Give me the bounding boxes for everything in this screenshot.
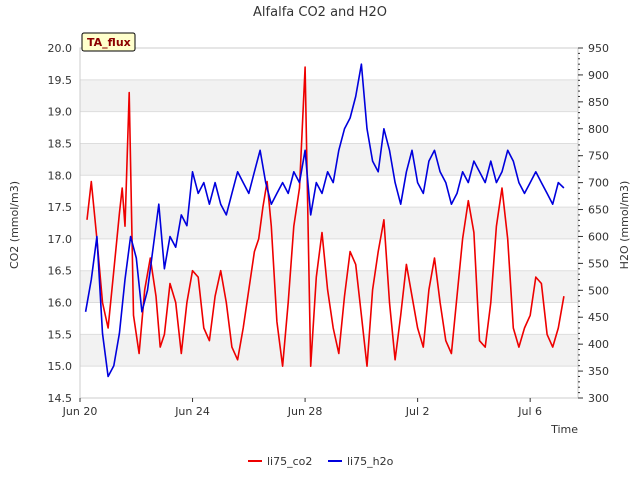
y-right-tick-label: 400: [588, 338, 609, 351]
y-left-tick-label: 18.0: [48, 169, 73, 182]
plot-bands: [80, 79, 578, 367]
y-right-tick-label: 500: [588, 284, 609, 297]
plot-band: [80, 207, 578, 239]
legend-label-li75_co2: li75_co2: [267, 455, 312, 468]
y-left-tick-label: 18.5: [48, 137, 73, 150]
chart-title: Alfalfa CO2 and H2O: [253, 5, 387, 20]
y-right-tick-label: 700: [588, 177, 609, 190]
badge: TA_flux: [81, 32, 136, 52]
x-tick-label: Jun 28: [287, 405, 323, 418]
x-tick-label: Jul 2: [405, 405, 430, 418]
x-tick-label: Jun 24: [174, 405, 210, 418]
y-left-ticks: 14.5 15.0 15.5 16.0 16.5 17.0 17.5 18.0 18.5 19.0…: [48, 42, 73, 405]
y-right-tick-label: 550: [588, 257, 609, 270]
x-ticks: Jun 20 Jun 24 Jun 28 Jul 2 Jul 6: [62, 398, 542, 418]
plot-band: [80, 334, 578, 367]
y-right-tick-label: 600: [588, 230, 609, 243]
y-right-tick-label: 850: [588, 96, 609, 109]
y-left-tick-label: 17.0: [48, 233, 73, 246]
y-right-ticks: 300 350 400 450 500 550 600 650 700 750 800 850 900 9…: [578, 42, 609, 405]
y-right-tick-label: 950: [588, 42, 609, 55]
y-left-tick-label: 16.0: [48, 297, 73, 310]
x-tick-label: Jun 20: [62, 405, 98, 418]
y-left-tick-label: 15.0: [48, 360, 73, 373]
legend: li75_co2 li75_h2o: [248, 455, 394, 468]
plot-frame: [79, 47, 579, 399]
legend-label-li75_h2o: li75_h2o: [347, 455, 394, 468]
x-axis-label: Time: [550, 423, 578, 436]
y-right-tick-label: 750: [588, 150, 609, 163]
series-line-li75_co2: [86, 66, 565, 368]
y-right-tick-label: 800: [588, 123, 609, 136]
plot-band: [80, 143, 578, 176]
y-left-label: CO2 (mmol/m3): [8, 181, 21, 269]
y-left-tick-label: 16.5: [48, 265, 73, 278]
badge-box: [81, 32, 136, 52]
y-left-tick-label: 17.5: [48, 201, 73, 214]
y-right-tick-label: 900: [588, 69, 609, 82]
y-right-tick-label: 650: [588, 204, 609, 217]
y-right-tick-label: 300: [588, 392, 609, 405]
y-left-tick-label: 14.5: [48, 392, 73, 405]
y-left-tick-label: 15.5: [48, 328, 73, 341]
badge-label: TA_flux: [87, 36, 131, 49]
y-right-tick-label: 350: [588, 365, 609, 378]
x-tick-label: Jul 6: [517, 405, 542, 418]
series-line-li75_h2o: [84, 63, 565, 378]
series-layer: [84, 63, 565, 378]
y-left-tick-label: 19.5: [48, 74, 73, 87]
y-left-tick-label: 19.0: [48, 106, 73, 119]
y-right-tick-label: 450: [588, 311, 609, 324]
y-left-tick-label: 20.0: [48, 42, 73, 55]
plot-band: [80, 79, 578, 112]
y-right-label: H2O (mmol/m3): [618, 181, 631, 270]
